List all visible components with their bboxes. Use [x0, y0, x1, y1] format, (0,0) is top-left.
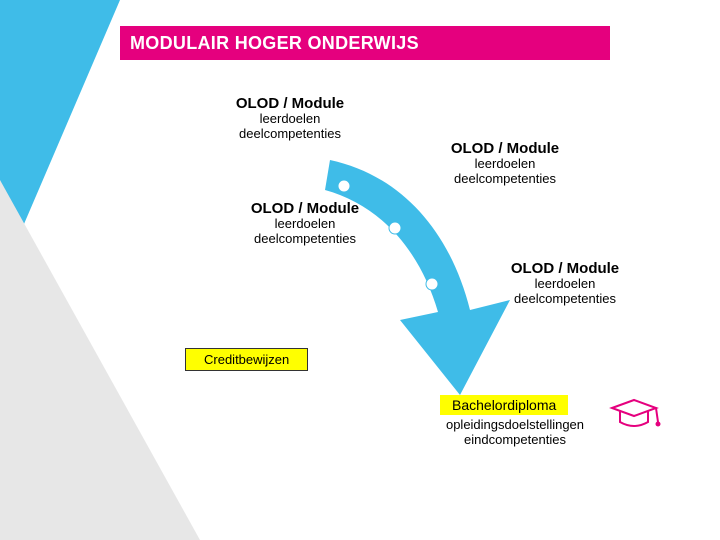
- wedge-cyan: [0, 0, 120, 280]
- module-block-2: OLOD / Moduleleerdoelendeelcompetenties: [225, 200, 385, 247]
- opleiding-line1: opleidingsdoelstellingen: [430, 418, 600, 433]
- module-line1: leerdoelen: [425, 157, 585, 172]
- bachelor-box: Bachelordiploma: [440, 395, 568, 415]
- module-line2: deelcompetenties: [425, 172, 585, 187]
- module-block-1: OLOD / Moduleleerdoelendeelcompetenties: [425, 140, 585, 187]
- arrow-hole-2: [426, 278, 438, 290]
- module-header: OLOD / Module: [225, 200, 385, 217]
- module-header: OLOD / Module: [425, 140, 585, 157]
- credit-label: Creditbewijzen: [204, 352, 289, 367]
- title-text: MODULAIR HOGER ONDERWIJS: [130, 33, 419, 54]
- credit-box: Creditbewijzen: [185, 348, 308, 371]
- module-header: OLOD / Module: [210, 95, 370, 112]
- module-block-3: OLOD / Moduleleerdoelendeelcompetenties: [480, 260, 650, 307]
- graduation-cap-icon: [612, 400, 661, 427]
- wedge-grey: [0, 180, 200, 540]
- module-line1: leerdoelen: [210, 112, 370, 127]
- arrow-hole-0: [338, 180, 350, 192]
- module-line1: leerdoelen: [480, 277, 650, 292]
- opleiding-block: opleidingsdoelstellingen eindcompetentie…: [430, 418, 600, 448]
- arrow-hole-1: [389, 222, 401, 234]
- slide-stage: MODULAIR HOGER ONDERWIJS OLOD / Modulele…: [0, 0, 720, 540]
- module-block-0: OLOD / Moduleleerdoelendeelcompetenties: [210, 95, 370, 142]
- module-header: OLOD / Module: [480, 260, 650, 277]
- module-line2: deelcompetenties: [225, 232, 385, 247]
- bachelor-label: Bachelordiploma: [452, 397, 556, 413]
- title-bar: MODULAIR HOGER ONDERWIJS: [120, 26, 610, 60]
- module-line2: deelcompetenties: [480, 292, 650, 307]
- module-line1: leerdoelen: [225, 217, 385, 232]
- module-line2: deelcompetenties: [210, 127, 370, 142]
- opleiding-line2: eindcompetenties: [430, 433, 600, 448]
